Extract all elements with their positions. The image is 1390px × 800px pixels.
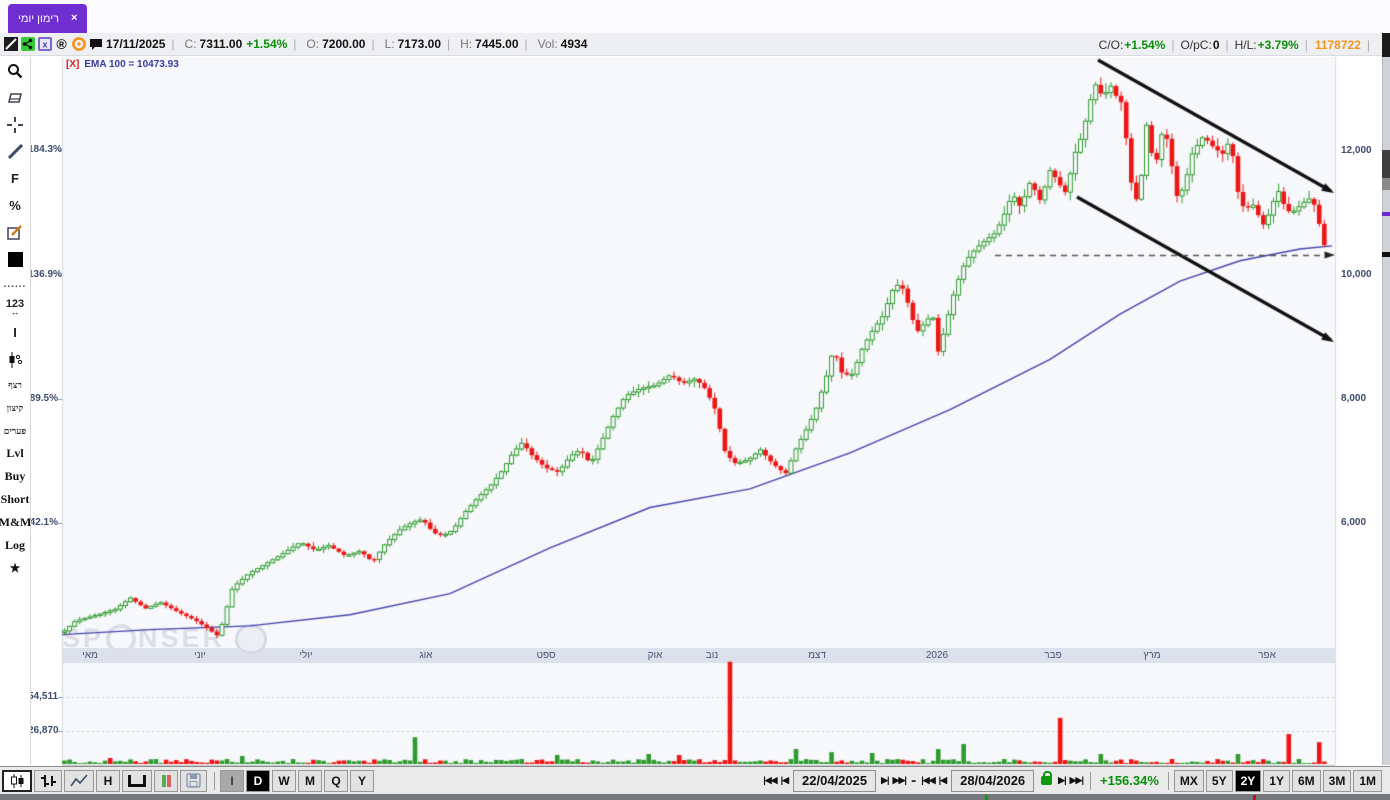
period-weekly-button[interactable]: W: [272, 769, 296, 792]
lock-icon[interactable]: [1041, 771, 1053, 785]
sidebar-item-buy[interactable]: Buy: [4, 469, 26, 483]
range-5y-button[interactable]: 5Y: [1205, 769, 1233, 792]
sidebar-item-kitzon[interactable]: קיצון: [6, 402, 24, 413]
range-2y-button[interactable]: 2Y: [1234, 769, 1262, 792]
sidebar-item-favorite[interactable]: ★: [9, 561, 21, 575]
date-range-dash: -: [910, 771, 917, 789]
start-prev-button[interactable]: |◀: [780, 775, 790, 785]
sidebar-item-edit[interactable]: [0, 219, 30, 246]
sidebar-item-ratzef[interactable]: רצף: [8, 379, 22, 390]
sidebar-item-candle-tool[interactable]: [0, 346, 30, 373]
right-scrollbar[interactable]: [1382, 33, 1390, 765]
toolbar-right-group: |◀◀ |◀ 22/04/2025 ▶| ▶▶| - |◀◀ |◀ 28/04/…: [761, 767, 1384, 794]
chart-type-heikin-button[interactable]: H: [96, 769, 120, 792]
save-button[interactable]: [180, 769, 207, 792]
sidebar-item-crosshair[interactable]: [0, 111, 30, 138]
colorbars-icon: [161, 774, 171, 787]
range-1m-button[interactable]: 1M: [1353, 769, 1382, 792]
tools-sidebar: F%...... 123 ↔ I רצף קיצון פערים Lvl Buy Short M&M…: [0, 57, 31, 765]
scrollbar-marker-purple: [1382, 212, 1390, 216]
bottom-toolbar: H I D W M Q Y |◀◀ |◀ 22/04/2025 ▶| ▶▶| -…: [0, 766, 1390, 794]
period-monthly-button[interactable]: M: [298, 769, 322, 792]
start-date-field[interactable]: 22/04/2025: [793, 769, 877, 792]
scrollbar-thumb[interactable]: [1382, 150, 1390, 178]
sidebar-item-log[interactable]: Log: [4, 538, 25, 552]
ema-label: EMA 100 = 10473.93: [84, 59, 179, 70]
bracket-icon: [128, 774, 146, 787]
sidebar-item-search[interactable]: [0, 57, 30, 84]
toolbar-divider: [214, 771, 215, 790]
bottom-marker-green: [985, 795, 988, 800]
sidebar-item-short[interactable]: Short: [0, 492, 30, 506]
period-intraday-button[interactable]: I: [220, 769, 244, 792]
chart-type-ohlc-button[interactable]: [34, 769, 62, 792]
sidebar-item-pearim[interactable]: פערים: [3, 425, 27, 436]
ema-remove-icon[interactable]: [X]: [66, 59, 80, 70]
sidebar-item-fibonacci[interactable]: F: [11, 171, 19, 186]
scrollbar-marker-black: [1382, 252, 1390, 257]
range-1y-button[interactable]: 1Y: [1263, 769, 1290, 792]
start-last-button[interactable]: ▶▶|: [892, 775, 907, 785]
period-yearly-button[interactable]: Y: [350, 769, 374, 792]
start-next-button[interactable]: ▶|: [881, 775, 890, 785]
chart-type-line-button[interactable]: [64, 769, 94, 792]
ema-legend[interactable]: [X] EMA 100 = 10473.93: [66, 59, 179, 70]
sidebar-item-line-style[interactable]: ......: [3, 279, 27, 290]
sidebar-item-fill-square[interactable]: [0, 246, 30, 273]
end-first-button[interactable]: |◀◀: [921, 775, 935, 785]
color-bars-button[interactable]: [154, 769, 178, 792]
sidebar-item-mm[interactable]: M&M: [0, 515, 32, 529]
bottom-marker-red: [1253, 795, 1256, 800]
range-mx-button[interactable]: MX: [1173, 769, 1204, 792]
range-change-percent: +156.34%: [1100, 773, 1159, 788]
start-first-button[interactable]: |◀◀: [763, 775, 777, 785]
scrollbar-thumb-shade: [1382, 178, 1390, 190]
scrollbar-thumb-top[interactable]: [1382, 33, 1390, 57]
sidebar-item-numbers[interactable]: 123 ↔: [5, 297, 25, 317]
period-daily-button[interactable]: D: [246, 769, 270, 792]
compare-bracket-button[interactable]: [122, 769, 152, 792]
chart-type-candles-button[interactable]: [2, 769, 32, 792]
end-next-button[interactable]: ▶|: [1058, 775, 1067, 785]
sidebar-item-bar-tool[interactable]: I: [13, 325, 17, 340]
end-last-button[interactable]: ▶▶|: [1069, 775, 1084, 785]
end-prev-button[interactable]: |◀: [938, 775, 948, 785]
end-date-field[interactable]: 28/04/2026: [951, 769, 1035, 792]
sidebar-item-eraser[interactable]: [0, 84, 30, 111]
bottom-status-strip: [0, 794, 1390, 800]
sidebar-item-trendline[interactable]: [0, 138, 30, 165]
sidebar-item-percent[interactable]: %: [9, 198, 21, 213]
sidebar-item-lvl[interactable]: Lvl: [6, 446, 24, 460]
period-quarterly-button[interactable]: Q: [324, 769, 348, 792]
range-3m-button[interactable]: 3M: [1322, 769, 1352, 792]
range-6m-button[interactable]: 6M: [1291, 769, 1321, 792]
